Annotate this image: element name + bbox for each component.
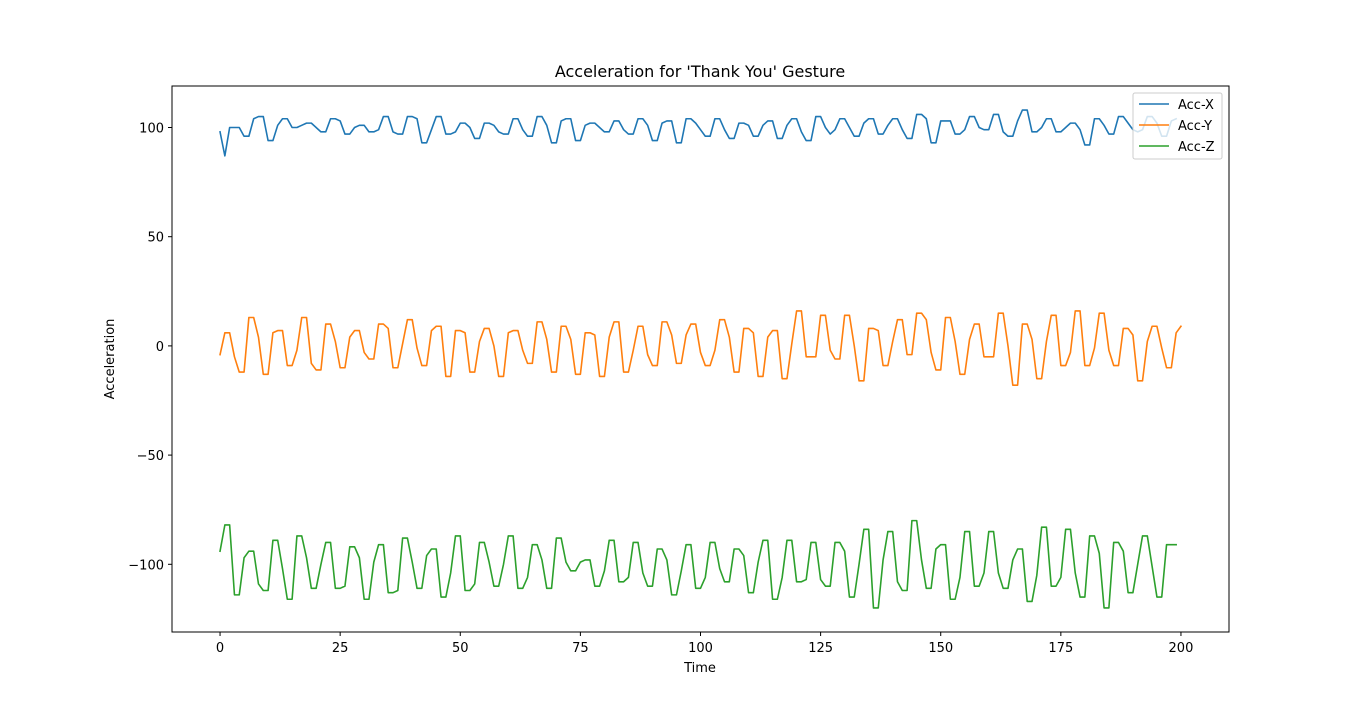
series-lines — [219, 109, 1183, 609]
x-tick-label: 50 — [452, 641, 469, 656]
series-line-acc-z — [219, 519, 1177, 609]
x-tick-label: 175 — [1048, 641, 1073, 656]
series-line-acc-x — [219, 109, 1178, 157]
x-tick-label: 125 — [808, 641, 833, 656]
x-tick-label: 75 — [572, 641, 589, 656]
legend-label-acc-z: Acc-Z — [1178, 140, 1215, 155]
x-tick-label: 150 — [928, 641, 953, 656]
x-tick-label: 200 — [1169, 641, 1194, 656]
legend-label-acc-x: Acc-X — [1178, 98, 1214, 113]
x-axis: 0 25 50 75 100 125 150 175 200 — [216, 632, 1193, 656]
legend-label-acc-y: Acc-Y — [1178, 119, 1212, 134]
y-tick-label: 100 — [139, 121, 164, 136]
chart-title: Acceleration for 'Thank You' Gesture — [555, 62, 845, 81]
series-line-acc-y — [219, 310, 1183, 387]
y-tick-label: 50 — [147, 231, 164, 246]
x-axis-label: Time — [683, 661, 716, 676]
y-axis-label: Acceleration — [103, 319, 118, 400]
legend: Acc-X Acc-Y Acc-Z — [1132, 92, 1223, 160]
y-axis: −100 −50 0 50 100 — [128, 121, 172, 573]
x-tick-label: 0 — [216, 641, 224, 656]
x-tick-label: 100 — [688, 641, 713, 656]
y-tick-label: −100 — [128, 558, 164, 573]
y-tick-label: −50 — [137, 449, 164, 464]
x-tick-label: 25 — [332, 641, 349, 656]
legend-box — [1132, 92, 1223, 160]
y-tick-label: 0 — [156, 340, 164, 355]
